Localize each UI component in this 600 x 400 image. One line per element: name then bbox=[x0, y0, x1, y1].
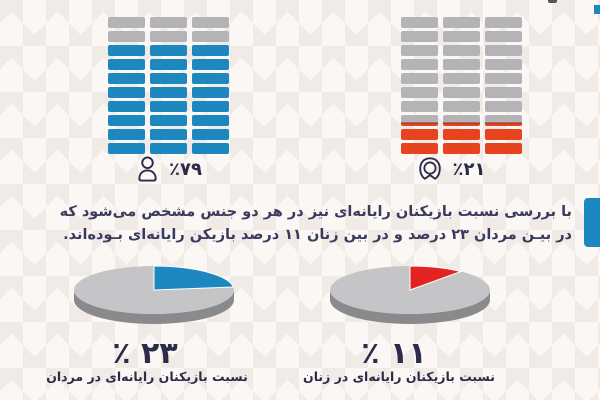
waffle-cell-fill bbox=[150, 87, 187, 98]
waffle-cell-fill bbox=[192, 115, 229, 126]
waffle-cell-empty bbox=[443, 31, 480, 42]
waffle-cell-empty bbox=[401, 31, 438, 42]
pie-women-value-label: ٪ ۱۱ bbox=[361, 336, 427, 371]
stat-men-value: ٪۷۹ bbox=[169, 158, 202, 180]
waffle-cell-empty bbox=[401, 59, 438, 70]
waffle-cell-empty bbox=[401, 87, 438, 98]
waffle-cell-fill bbox=[150, 115, 187, 126]
waffle-cell-fill bbox=[401, 129, 438, 140]
pie-value-slice bbox=[409, 265, 463, 291]
stat-women-value: ٪۲۱ bbox=[452, 158, 486, 180]
pie-chart-men bbox=[74, 265, 235, 324]
paragraph-line-1: با بررسی نسبت بازیکنان رایانه‌ای نیز در … bbox=[59, 204, 572, 220]
waffle-cell-fill bbox=[192, 143, 229, 154]
blue-accent-bar bbox=[584, 198, 600, 247]
waffle-cell-empty bbox=[443, 87, 480, 98]
waffle-chart-women bbox=[401, 17, 522, 154]
waffle-cell-empty bbox=[443, 17, 480, 28]
waffle-cell-fill bbox=[150, 129, 187, 140]
waffle-cell-empty bbox=[150, 31, 187, 42]
waffle-cell-empty bbox=[401, 45, 438, 56]
waffle-cell-fill bbox=[192, 73, 229, 84]
waffle-cell-fill bbox=[108, 115, 145, 126]
waffle-cell-empty bbox=[108, 31, 145, 42]
waffle-cell-fill bbox=[485, 143, 522, 154]
waffle-cell-empty bbox=[485, 31, 522, 42]
waffle-cell-empty bbox=[443, 101, 480, 112]
waffle-cell-empty bbox=[443, 59, 480, 70]
pie-value-slice bbox=[153, 265, 235, 291]
waffle-cell-empty bbox=[192, 31, 229, 42]
waffle-cell-empty bbox=[485, 17, 522, 28]
waffle-cell-fill bbox=[192, 129, 229, 140]
pie-chart-women bbox=[330, 265, 490, 324]
waffle-cell-fill bbox=[401, 143, 438, 154]
waffle-cell-fill bbox=[485, 129, 522, 140]
waffle-cell-fill bbox=[108, 143, 145, 154]
waffle-cell-fill bbox=[108, 87, 145, 98]
pie-men-caption: نسبت بازیکنان رایانه‌ای در مردان bbox=[46, 369, 248, 384]
waffle-cell-empty bbox=[443, 73, 480, 84]
waffle-cell-fill bbox=[150, 73, 187, 84]
waffle-cell-empty bbox=[108, 17, 145, 28]
waffle-cell-fill bbox=[192, 87, 229, 98]
paragraph-line-2: در بیـن مردان ۲۳ درصد و در بین زنان ۱۱ د… bbox=[63, 227, 572, 243]
waffle-cell-empty bbox=[485, 59, 522, 70]
waffle-cell-fill bbox=[150, 143, 187, 154]
female-person-icon bbox=[416, 155, 444, 183]
waffle-cell-empty bbox=[150, 17, 187, 28]
waffle-cell-fill bbox=[150, 101, 187, 112]
waffle-cell-partial bbox=[443, 115, 480, 126]
waffle-cell-partial bbox=[401, 115, 438, 126]
waffle-cell-empty bbox=[485, 87, 522, 98]
waffle-cell-empty bbox=[485, 73, 522, 84]
waffle-cell-empty bbox=[401, 73, 438, 84]
waffle-cell-empty bbox=[485, 45, 522, 56]
waffle-cell-fill bbox=[192, 59, 229, 70]
waffle-cell-empty bbox=[401, 101, 438, 112]
waffle-cell-empty bbox=[443, 45, 480, 56]
waffle-cell-fill bbox=[150, 59, 187, 70]
pie-men-value-label: ٪ ۲۳ bbox=[112, 336, 178, 371]
description-paragraph: با بررسی نسبت بازیکنان رایانه‌ای نیز در … bbox=[60, 201, 572, 247]
pie-women-caption: نسبت بازیکنان رایانه‌ای در زنان bbox=[303, 369, 495, 384]
waffle-cell-fill bbox=[192, 101, 229, 112]
pie-side-3d bbox=[330, 290, 490, 324]
male-person-icon bbox=[135, 154, 160, 184]
waffle-cell-fill bbox=[443, 143, 480, 154]
cropped-text-artifact bbox=[548, 0, 557, 3]
waffle-cell-partial bbox=[485, 115, 522, 126]
stat-women: ٪۲۱ bbox=[390, 152, 511, 186]
waffle-cell-fill bbox=[150, 45, 187, 56]
waffle-cell-fill bbox=[108, 101, 145, 112]
pie-side-3d bbox=[74, 290, 234, 324]
waffle-cell-empty bbox=[401, 17, 438, 28]
waffle-cell-empty bbox=[485, 101, 522, 112]
waffle-cell-fill bbox=[108, 59, 145, 70]
waffle-cell-fill bbox=[443, 129, 480, 140]
waffle-chart-men bbox=[108, 17, 229, 154]
waffle-cell-fill bbox=[108, 129, 145, 140]
waffle-cell-fill bbox=[108, 73, 145, 84]
cropped-blue-artifact bbox=[594, 5, 600, 14]
waffle-cell-fill bbox=[108, 45, 145, 56]
waffle-cell-fill bbox=[192, 45, 229, 56]
stat-men: ٪۷۹ bbox=[108, 152, 229, 186]
waffle-cell-empty bbox=[192, 17, 229, 28]
